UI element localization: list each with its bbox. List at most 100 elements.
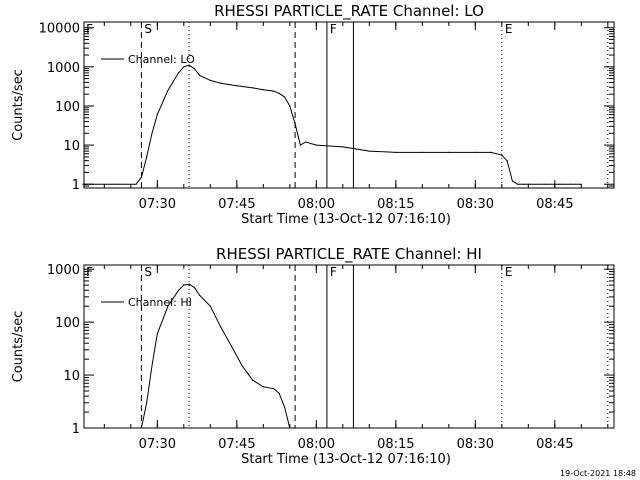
data-point [506,160,508,162]
y-tick-label: 10 [63,369,80,384]
data-point [230,345,233,347]
data-point [299,144,302,146]
y-tick-label: 100 [55,100,80,115]
legend-label: Channel: HI [128,296,192,309]
data-point [368,150,370,152]
x-tick-label: 07:30 [139,197,176,212]
data-point [527,183,529,185]
plot-frame [83,264,615,429]
series-line [83,64,582,185]
x-tick-label: 08:30 [457,197,494,212]
data-point [236,85,238,87]
data-point [570,183,572,185]
data-point [522,183,524,185]
data-point [294,123,296,125]
data-point [140,176,143,178]
event-marker-label: E [505,265,513,279]
data-point [177,289,180,291]
y-axis-label: Counts/sec [11,311,26,383]
data-point [167,89,169,91]
data-point [135,183,137,185]
data-point [273,388,275,390]
data-point [262,386,264,388]
data-point [283,406,286,408]
data-point [273,90,275,92]
y-tick-label: 1 [72,422,80,437]
data-point [262,89,264,91]
y-tick-label: 1000 [47,263,80,278]
data-point [114,183,116,185]
data-point [501,154,503,156]
data-point [559,183,561,185]
y-axis-label: Counts/sec [11,69,26,141]
data-point [193,286,196,289]
series-line [140,283,291,429]
data-point [82,183,84,185]
data-point [241,365,243,367]
data-point [151,365,153,367]
x-tick-label: 08:00 [298,437,335,452]
chart-title: RHESSI PARTICLE_RATE Channel: HI [216,245,482,264]
event-marker-label: S [144,22,152,36]
data-point [278,392,280,395]
event-marker-label: F [330,22,337,36]
x-tick-label: 08:45 [536,197,573,212]
data-point [474,151,476,154]
data-point [395,151,397,154]
data-point [289,105,291,107]
data-point [156,114,158,116]
data-point [490,151,492,154]
data-point [209,79,211,82]
data-point [183,284,185,286]
data-point [252,379,254,381]
x-tick-label: 08:00 [298,197,335,212]
x-tick-label: 07:30 [139,437,176,452]
x-axis-label: Start Time (13-Oct-12 07:16:10) [241,452,451,467]
x-tick-label: 07:45 [218,437,255,452]
event-marker-label: F [86,22,93,36]
x-axis-label: Start Time (13-Oct-12 07:16:10) [241,212,451,227]
data-point [517,183,519,185]
x-tick-label: 08:30 [457,437,494,452]
data-point [580,183,582,185]
y-tick-label: 1000 [47,61,80,76]
data-point [342,146,344,148]
event-marker-label: F [330,265,337,279]
data-point [193,68,196,70]
data-point [156,333,158,335]
data-point [305,141,307,143]
data-point [199,74,201,77]
data-point [209,305,211,307]
data-point [315,144,317,146]
chart-title: RHESSI PARTICLE_RATE Channel: LO [214,2,484,21]
data-point [146,402,148,404]
data-point [283,96,286,98]
x-tick-label: 08:15 [377,197,414,212]
data-point [199,294,201,296]
x-tick-label: 08:45 [536,437,573,452]
data-point [151,132,153,134]
event-marker-label: F [86,265,93,279]
x-tick-label: 07:45 [218,197,255,212]
data-point [543,183,545,185]
data-point [511,180,514,182]
data-point [421,151,423,154]
data-point [252,87,254,89]
y-tick-label: 10 [63,139,80,154]
event-marker-label: S [144,265,152,279]
data-point [177,72,180,74]
y-tick-label: 100 [55,316,80,331]
x-tick-label: 08:15 [377,437,414,452]
data-point [278,92,280,94]
y-tick-label: 10000 [39,22,80,37]
data-point [220,82,222,84]
legend-label: Channel: LO [128,53,195,66]
data-point [167,305,169,307]
event-marker-label: E [505,22,513,36]
data-point [140,427,143,429]
footer-timestamp: 19-Oct-2021 18:48 [560,469,636,478]
y-tick-label: 1 [72,178,80,193]
data-point [146,156,148,158]
data-point [289,427,291,429]
